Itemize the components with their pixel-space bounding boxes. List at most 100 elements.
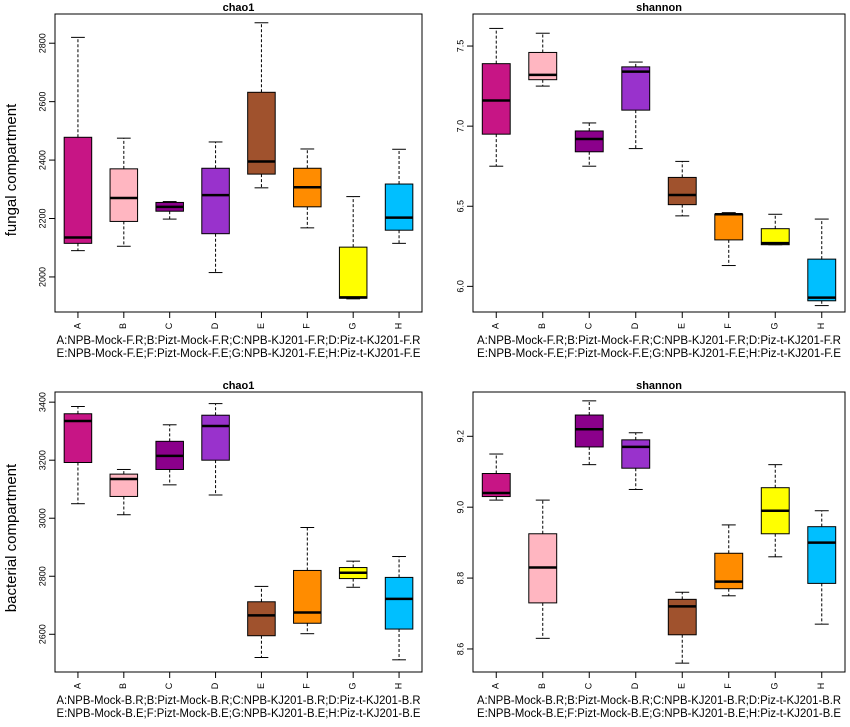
iqr-box — [574, 414, 604, 448]
x-tick-label: F — [723, 683, 733, 689]
iqr-box — [667, 176, 697, 206]
y-tick-label: 2200 — [37, 208, 47, 228]
x-tick-label: D — [210, 682, 220, 689]
x-tick-label: F — [723, 323, 733, 329]
panel-title: shannon — [636, 2, 682, 14]
box-E — [667, 160, 697, 217]
group-legend-line: E:NPB-Mock-B.E;F:Pizt-Mock-B.E;G:NPB-KJ2… — [57, 708, 421, 720]
group-legend-line: A:NPB-Mock-B.R;B:Pizt-Mock-B.R;C:NPB-KJ2… — [477, 695, 841, 707]
iqr-box — [109, 473, 139, 497]
box-D — [621, 432, 651, 490]
y-tick-label: 3400 — [37, 392, 47, 412]
y-tick-label: 3000 — [37, 508, 47, 528]
y-tick-label: 7.0 — [455, 120, 465, 133]
x-tick-label: E — [256, 323, 266, 329]
x-tick-label: A — [72, 683, 82, 689]
y-tick-label: 2800 — [37, 566, 47, 586]
box-A — [63, 406, 93, 505]
plot-frame — [472, 13, 846, 313]
y-tick-label: 3200 — [37, 450, 47, 470]
box-C — [574, 400, 604, 466]
box-H — [807, 218, 837, 307]
panel-4: shannon 8.6 8.8 9.0 9.2 A B C D E F G H A:NPB-Mock-B.… — [455, 380, 846, 720]
iqr-box — [574, 130, 604, 153]
iqr-box — [247, 601, 276, 637]
y-tick-label: 7.5 — [455, 40, 465, 53]
iqr-box — [807, 258, 837, 302]
x-tick-label: F — [302, 683, 312, 689]
x-tick-label: D — [630, 682, 640, 689]
x-tick-label: E — [256, 683, 266, 689]
box-G — [760, 464, 790, 558]
row-label-fungal: fungal compartment — [3, 103, 20, 236]
row-label-bacterial: bacterial compartment — [3, 463, 20, 612]
box-G — [338, 196, 368, 300]
panel-title: chao1 — [223, 380, 255, 392]
panel-title: chao1 — [223, 2, 255, 14]
x-tick-label: E — [677, 323, 687, 329]
iqr-box — [714, 213, 744, 241]
plot-frame — [54, 391, 423, 673]
panel-title: shannon — [636, 380, 682, 392]
box-C — [155, 424, 184, 486]
box-A — [63, 36, 93, 252]
y-tick-label: 2000 — [37, 267, 47, 287]
y-tick-label: 2800 — [37, 33, 47, 53]
box-H — [807, 510, 837, 625]
box-H — [384, 556, 414, 661]
box-F — [714, 212, 744, 267]
box-E — [247, 22, 276, 189]
box-B — [528, 499, 558, 639]
iqr-box — [384, 576, 414, 630]
iqr-box — [714, 552, 744, 590]
box-E — [247, 585, 276, 658]
panel-3: chao1 2600 2800 3000 3200 3400 A B C D E F G H A:NPB-M… — [37, 380, 423, 720]
y-tick-label: 2400 — [37, 150, 47, 170]
x-tick-label: A — [491, 683, 501, 689]
x-tick-label: C — [164, 682, 174, 689]
iqr-box — [760, 228, 790, 246]
x-tick-label: G — [770, 322, 780, 329]
box-C — [155, 201, 184, 220]
box-A — [481, 27, 511, 167]
box-E — [667, 591, 697, 664]
x-tick-label: E — [677, 683, 687, 689]
x-tick-label: D — [210, 322, 220, 329]
iqr-box — [109, 168, 139, 222]
iqr-box — [621, 66, 651, 111]
x-tick-label: G — [348, 322, 358, 329]
plot-frame — [54, 13, 423, 313]
iqr-box — [667, 598, 697, 636]
group-legend-line: A:NPB-Mock-F.R;B:Pizt-Mock-F.R;C:NPB-KJ2… — [477, 335, 841, 347]
panel-2: shannon 6.0 6.5 7.0 7.5 A B C D E F G H A:NPB-Mock-F.… — [455, 2, 846, 360]
iqr-box — [481, 63, 511, 135]
box-D — [621, 61, 651, 150]
box-G — [338, 560, 368, 588]
x-tick-label: H — [393, 323, 403, 330]
y-tick-label: 8.6 — [455, 643, 465, 656]
iqr-box — [63, 136, 93, 244]
box-F — [714, 524, 744, 597]
y-tick-label: 6.0 — [455, 280, 465, 293]
y-tick-label: 9.2 — [455, 430, 465, 443]
y-tick-label: 9.0 — [455, 501, 465, 514]
x-tick-label: G — [348, 682, 358, 689]
panel-1: chao1 2000 2200 2400 2600 2800 A B C D E F G H A:NPB-M… — [37, 2, 423, 360]
x-tick-label: B — [118, 683, 128, 689]
iqr-box — [384, 183, 414, 231]
x-tick-label: C — [584, 682, 594, 689]
x-tick-label: C — [584, 322, 594, 329]
box-D — [201, 141, 230, 274]
x-tick-label: A — [72, 323, 82, 329]
group-legend-line: A:NPB-Mock-B.R;B:Pizt-Mock-B.R;C:NPB-KJ2… — [57, 695, 421, 707]
plot-frame — [472, 391, 846, 673]
y-tick-label: 6.5 — [455, 200, 465, 213]
iqr-box — [201, 414, 230, 461]
group-legend-line: E:NPB-Mock-B.E;F:Pizt-Mock-B.E;G:NPB-KJ2… — [477, 708, 841, 720]
box-B — [109, 137, 139, 247]
group-legend-line: E:NPB-Mock-F.E;F:Pizt-Mock-F.E;G:NPB-KJ2… — [477, 348, 841, 360]
x-tick-label: G — [770, 682, 780, 689]
x-tick-label: H — [816, 323, 826, 330]
x-tick-label: D — [630, 322, 640, 329]
